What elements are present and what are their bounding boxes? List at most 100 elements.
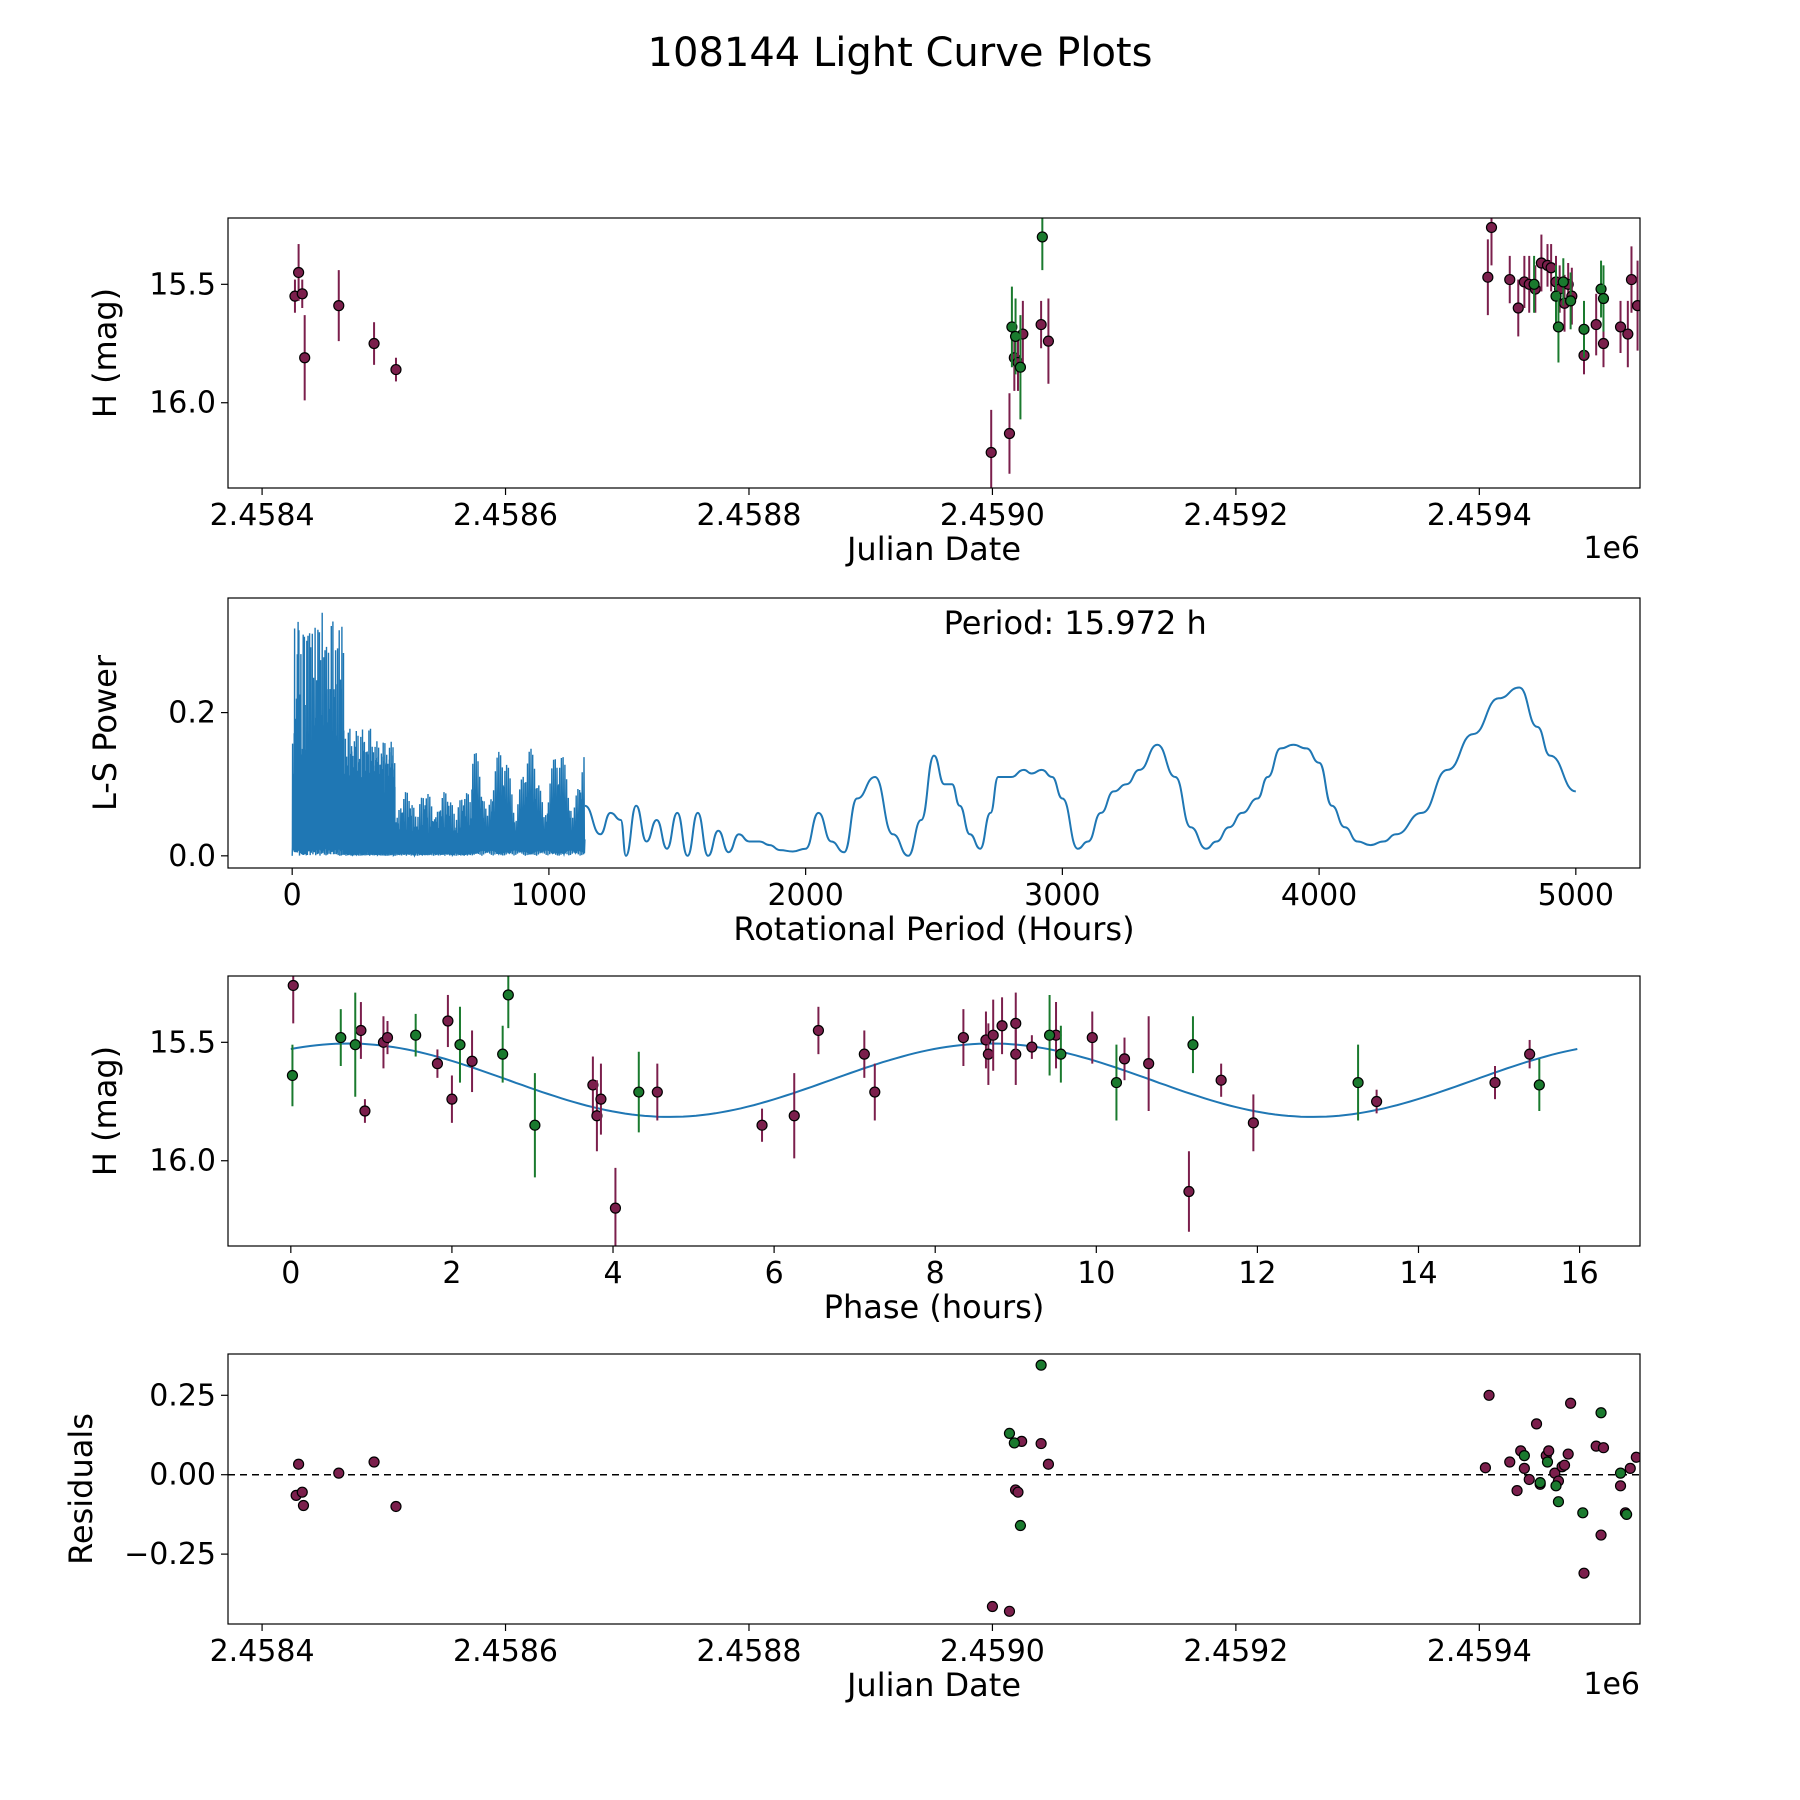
residuals-y-axis-label: Residuals	[62, 1413, 100, 1565]
data-point-r	[1183, 1185, 1195, 1198]
periodogram-short-period-line	[291, 612, 586, 858]
lightcurve-panel: 2.4584 2.4586 2.4588 2.4590 2.4592 2.4594 16.0…	[86, 217, 1641, 568]
data-point-g	[529, 1119, 541, 1131]
data-point-g	[1043, 1029, 1056, 1041]
data-point-r	[982, 1048, 994, 1060]
x-tick-label: 3000	[1024, 878, 1100, 913]
data-point-r	[1624, 1462, 1636, 1474]
x-tick-label: 0	[283, 878, 302, 913]
data-point-r	[1003, 427, 1016, 440]
lightcurve-marks	[289, 218, 1640, 488]
data-point-r	[1524, 1048, 1536, 1060]
data-point-g	[1003, 1427, 1016, 1440]
data-point-r	[1597, 337, 1610, 350]
data-point-g	[1565, 295, 1577, 307]
residuals-marks	[228, 1359, 1640, 1617]
phased-panel: 0 2 4 6 8 10 12 14 16 16.0 15.5 Phase (hours) H (m…	[86, 975, 1641, 1326]
y-tick-label: 0.2	[168, 696, 216, 731]
data-point-r	[1118, 1053, 1131, 1065]
data-point-r	[442, 1015, 454, 1027]
data-point-r	[1511, 1484, 1523, 1497]
periodogram-axes-frame	[227, 597, 1641, 869]
data-point-r	[1565, 1397, 1577, 1409]
data-point-g	[1578, 323, 1590, 335]
x-tick-label: 2.4588	[696, 1634, 801, 1669]
y-tick-label: 15.5	[149, 1025, 216, 1060]
data-point-r	[333, 300, 345, 312]
data-point-g	[1534, 1477, 1546, 1489]
periodogram-marks	[291, 612, 1577, 858]
data-point-r	[1614, 321, 1627, 333]
data-point-r	[986, 1600, 999, 1613]
data-point-g	[1036, 231, 1048, 243]
x-tick-label: 14	[1399, 1256, 1437, 1291]
data-point-g	[1550, 290, 1562, 302]
data-point-r	[985, 446, 997, 459]
data-point-r	[1003, 1605, 1016, 1617]
residuals-panel: 2.4584 2.4586 2.4588 2.4590 2.4592 2.4594 0.25…	[62, 1353, 1641, 1704]
phased-axes-frame	[227, 975, 1641, 1247]
data-point-g	[1552, 321, 1565, 333]
data-point-r	[1590, 318, 1602, 331]
data-point-r	[1543, 1445, 1555, 1457]
lightcurve-y-axis-label: H (mag)	[86, 288, 124, 418]
data-point-r	[1035, 1437, 1047, 1450]
x-tick-label: 10	[1077, 1256, 1115, 1291]
x-tick-label: 2.4588	[696, 498, 801, 533]
x-tick-label: 2.4590	[940, 498, 1045, 533]
data-point-r	[1614, 1480, 1627, 1492]
data-point-r	[1042, 335, 1055, 347]
x-tick-label: 0	[281, 1256, 300, 1291]
x-tick-label: 6	[765, 1256, 784, 1291]
data-point-r	[1530, 1418, 1543, 1430]
x-tick-label: 2000	[767, 878, 843, 913]
data-point-r	[1631, 300, 1640, 312]
data-point-g	[349, 1039, 361, 1051]
y-tick-label: 0.00	[149, 1458, 216, 1493]
data-point-r	[1371, 1095, 1383, 1108]
data-point-r	[1485, 221, 1498, 234]
x-tick-label: 1000	[511, 878, 587, 913]
data-point-r	[297, 1499, 310, 1512]
data-point-g	[1533, 1079, 1545, 1091]
data-point-g	[1614, 1467, 1627, 1479]
residuals-axes-frame	[227, 1353, 1641, 1625]
data-point-g	[1014, 1519, 1027, 1532]
data-point-r	[1625, 273, 1638, 286]
data-point-r	[359, 1105, 371, 1117]
data-point-g	[1035, 1359, 1047, 1371]
data-point-r	[788, 1110, 800, 1122]
figure-title: 108144 Light Curve Plots	[648, 30, 1153, 76]
data-point-g	[1595, 1407, 1607, 1419]
data-point-g	[1528, 278, 1540, 290]
data-point-g	[1008, 1437, 1020, 1449]
data-point-r	[1523, 1473, 1535, 1486]
data-point-r	[1035, 318, 1047, 331]
data-point-r	[1595, 1529, 1607, 1541]
residuals-x-offset-label: 1e6	[1583, 1667, 1640, 1702]
data-point-g	[1006, 321, 1018, 333]
x-tick-label: 2.4584	[210, 498, 315, 533]
data-point-r	[858, 1048, 870, 1060]
data-point-r	[1562, 1448, 1574, 1460]
data-point-g	[286, 1069, 299, 1082]
data-point-r	[1504, 273, 1516, 286]
data-point-g	[335, 1031, 347, 1044]
data-point-g	[1014, 361, 1027, 373]
y-tick-label: 15.5	[149, 267, 216, 302]
data-point-g	[1110, 1076, 1123, 1089]
data-point-r	[287, 979, 299, 992]
periodogram-panel: 0 1000 2000 3000 4000 5000 0.0 0.2 Period: 15.9…	[86, 597, 1641, 948]
data-point-r	[296, 1486, 308, 1498]
data-point-r	[1483, 1389, 1495, 1401]
data-point-r	[296, 288, 308, 300]
data-point-r	[1558, 1459, 1571, 1471]
data-point-r	[446, 1093, 458, 1105]
data-point-g	[1552, 1496, 1565, 1508]
data-point-g	[454, 1039, 466, 1051]
data-point-r	[293, 1458, 305, 1470]
data-point-r	[355, 1024, 367, 1037]
x-tick-label: 2.4586	[453, 1634, 558, 1669]
data-point-r	[390, 1500, 402, 1513]
